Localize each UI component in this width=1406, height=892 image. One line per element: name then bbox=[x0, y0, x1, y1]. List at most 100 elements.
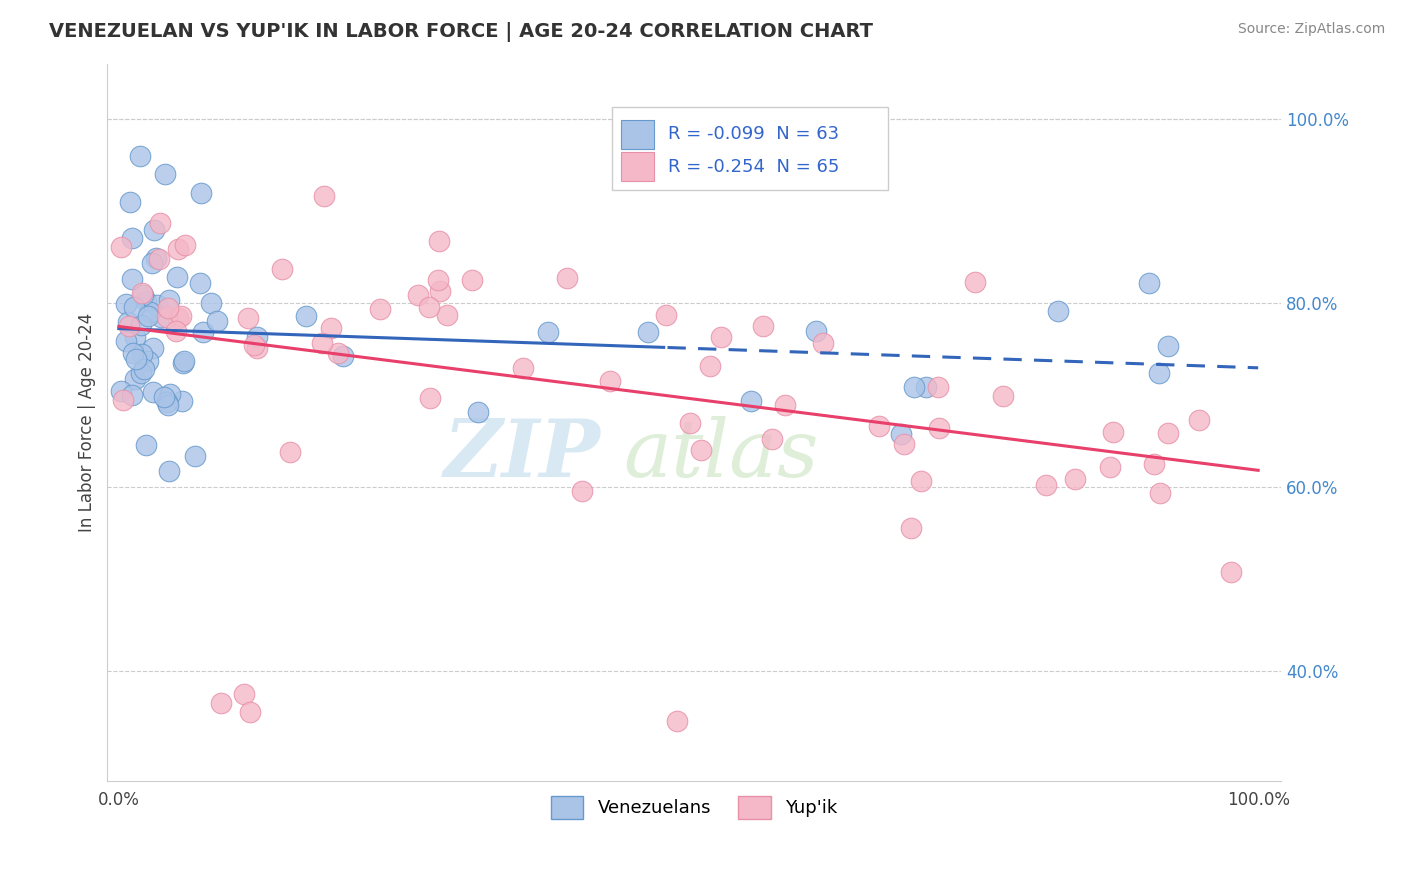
Point bbox=[319, 321, 342, 335]
Point bbox=[903, 380, 925, 394]
Point bbox=[239, 705, 262, 719]
Point bbox=[153, 167, 176, 181]
Point bbox=[136, 354, 159, 368]
Point bbox=[129, 318, 152, 332]
Point bbox=[408, 288, 430, 302]
Point bbox=[156, 310, 179, 324]
Point bbox=[122, 346, 145, 360]
Point bbox=[121, 231, 143, 245]
Point bbox=[124, 371, 146, 385]
Point bbox=[238, 311, 260, 326]
Point bbox=[915, 380, 938, 394]
Point bbox=[461, 273, 484, 287]
Point bbox=[115, 334, 138, 348]
Point bbox=[131, 366, 153, 380]
Point bbox=[900, 521, 922, 535]
Point bbox=[141, 255, 163, 269]
FancyBboxPatch shape bbox=[612, 107, 887, 189]
Point bbox=[426, 273, 449, 287]
Point bbox=[193, 325, 215, 339]
Point bbox=[131, 285, 153, 300]
Point bbox=[149, 216, 172, 230]
Point bbox=[142, 222, 165, 236]
Point bbox=[190, 186, 212, 200]
Point bbox=[121, 388, 143, 402]
Point bbox=[157, 293, 180, 307]
Point bbox=[142, 341, 165, 355]
Point bbox=[131, 347, 153, 361]
Point bbox=[1099, 460, 1122, 475]
Point bbox=[209, 696, 232, 710]
Point bbox=[112, 392, 135, 407]
Point bbox=[311, 336, 333, 351]
Point bbox=[157, 464, 180, 478]
Point bbox=[242, 338, 264, 352]
Point bbox=[136, 309, 159, 323]
Point bbox=[166, 269, 188, 284]
Point bbox=[124, 330, 146, 344]
Point bbox=[991, 389, 1014, 403]
Y-axis label: In Labor Force | Age 20-24: In Labor Force | Age 20-24 bbox=[79, 313, 96, 533]
Point bbox=[328, 346, 350, 360]
Text: atlas: atlas bbox=[624, 416, 820, 493]
Point bbox=[893, 437, 915, 451]
Point bbox=[149, 310, 172, 325]
Point bbox=[928, 421, 950, 435]
Point bbox=[637, 325, 659, 339]
Point bbox=[278, 445, 301, 459]
Point bbox=[110, 384, 132, 399]
Point bbox=[188, 276, 211, 290]
Point bbox=[132, 288, 155, 302]
Point bbox=[205, 314, 228, 328]
Point bbox=[200, 296, 222, 310]
Point bbox=[690, 442, 713, 457]
Point bbox=[142, 385, 165, 400]
Point bbox=[134, 438, 156, 452]
Point bbox=[813, 335, 835, 350]
Point bbox=[773, 398, 796, 412]
Point bbox=[153, 390, 176, 404]
Point bbox=[752, 318, 775, 333]
Point bbox=[1147, 366, 1170, 380]
Point bbox=[332, 349, 354, 363]
Point bbox=[233, 687, 256, 701]
Point bbox=[368, 302, 391, 317]
Point bbox=[1219, 565, 1241, 579]
FancyBboxPatch shape bbox=[621, 120, 654, 149]
Point bbox=[761, 433, 783, 447]
Legend: Venezuelans, Yup'ik: Venezuelans, Yup'ik bbox=[544, 789, 845, 826]
Point bbox=[571, 483, 593, 498]
Point bbox=[666, 714, 689, 729]
Point bbox=[599, 374, 621, 388]
Point bbox=[655, 308, 678, 322]
Point bbox=[868, 419, 890, 434]
Point bbox=[148, 252, 170, 266]
Point bbox=[246, 330, 269, 344]
Point bbox=[1137, 277, 1160, 291]
Point bbox=[890, 426, 912, 441]
Point bbox=[125, 351, 148, 366]
Point bbox=[122, 300, 145, 314]
Point bbox=[312, 189, 335, 203]
Point bbox=[536, 325, 558, 339]
Point bbox=[710, 330, 733, 344]
Point bbox=[246, 341, 269, 355]
Point bbox=[146, 297, 169, 311]
Text: R = -0.254  N = 65: R = -0.254 N = 65 bbox=[668, 158, 839, 176]
Point bbox=[1046, 303, 1069, 318]
Point bbox=[170, 310, 193, 324]
Point bbox=[170, 393, 193, 408]
Point bbox=[436, 308, 458, 322]
Point bbox=[157, 301, 180, 315]
Point bbox=[145, 251, 167, 265]
Point bbox=[139, 305, 162, 319]
Point bbox=[804, 324, 827, 338]
Text: Source: ZipAtlas.com: Source: ZipAtlas.com bbox=[1237, 22, 1385, 37]
Point bbox=[927, 380, 949, 394]
Point bbox=[165, 324, 187, 338]
Point bbox=[467, 405, 489, 419]
Point bbox=[167, 242, 190, 256]
Point bbox=[183, 449, 205, 463]
Text: R = -0.099  N = 63: R = -0.099 N = 63 bbox=[668, 125, 839, 144]
Point bbox=[121, 272, 143, 286]
